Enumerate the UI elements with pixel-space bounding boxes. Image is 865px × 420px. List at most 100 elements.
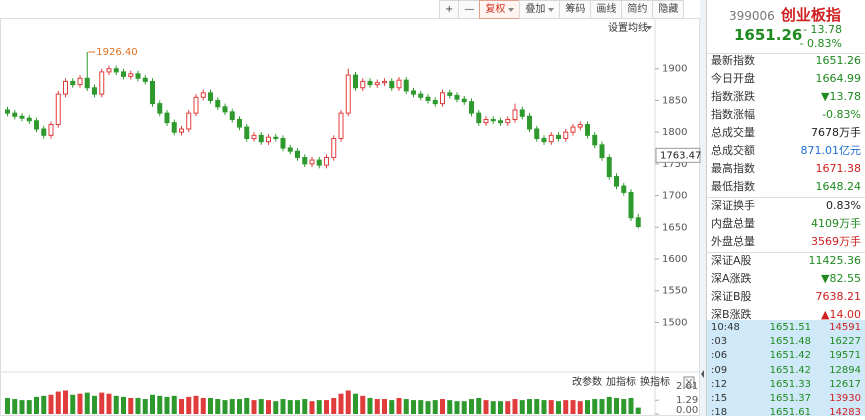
candle-body <box>157 103 163 114</box>
candle-body <box>295 150 300 159</box>
candle-body <box>374 82 380 86</box>
tick-volume: 16227 <box>829 336 861 348</box>
stat-value: 11425.36 <box>808 254 862 267</box>
stat-row: 外盘总量 3569万手 <box>711 233 861 251</box>
collapse-strip[interactable] <box>700 0 706 416</box>
stat-value: 7678万手 <box>811 126 861 139</box>
candle-body <box>244 126 250 140</box>
button-label: — <box>464 4 475 15</box>
volume-bar <box>432 400 438 414</box>
close-indicator[interactable] <box>683 376 695 388</box>
toolbar-button[interactable]: 叠加 <box>519 0 561 19</box>
stat-row: 今日开盘 1664.99 <box>711 70 861 88</box>
stat-value: 4109万手 <box>811 217 861 230</box>
candle-body <box>237 118 242 128</box>
volume-bar <box>77 393 83 414</box>
collapse-arrow[interactable] <box>701 370 704 378</box>
volume-tool[interactable]: 改参数 <box>572 375 602 388</box>
stat-label: 最新指数 <box>711 54 755 67</box>
candle-body <box>592 134 598 146</box>
volume-bar <box>527 399 532 414</box>
high-label: 1926.40 <box>96 47 137 58</box>
ma-menu[interactable]: 设置均线 <box>608 21 648 34</box>
volume-bar <box>179 399 184 414</box>
volume-tick-label: 1.29 <box>676 395 698 406</box>
volume-bar <box>628 397 634 414</box>
volume-bar <box>273 401 279 414</box>
toolbar-button[interactable]: 复权 <box>479 0 521 19</box>
candle-body <box>345 74 351 114</box>
index-code: 399006 <box>729 9 775 23</box>
tick-row: 10:48 1651.51 14591 <box>711 321 861 335</box>
volume-bar <box>338 393 344 414</box>
stat-label: 最低指数 <box>711 180 755 193</box>
candle-body <box>360 80 366 89</box>
toolbar-button[interactable]: — <box>458 0 481 19</box>
stat-label: 外盘总量 <box>711 235 755 248</box>
candle-body <box>469 101 474 114</box>
stat-row: 最新指数 1651.26 <box>711 52 861 70</box>
toolbar-button[interactable]: + <box>439 0 460 19</box>
toolbar-button[interactable]: 筹码 <box>559 0 592 19</box>
candle-body <box>606 157 612 178</box>
candle-body <box>84 77 90 89</box>
volume-tool[interactable]: 加指标 <box>606 375 636 388</box>
candle-body <box>396 79 402 89</box>
volume-bar <box>563 400 569 414</box>
volume-bar <box>135 397 141 414</box>
stat-row: 内盘总量 4109万手 <box>711 215 861 233</box>
close-icon[interactable] <box>685 378 693 386</box>
candle-body <box>548 134 554 143</box>
candle-body <box>519 109 525 117</box>
candle-body <box>229 111 235 120</box>
volume-bar <box>498 401 503 414</box>
stat-label: 指数涨跌 <box>711 90 755 103</box>
volume-bar <box>5 397 10 414</box>
candle-body <box>186 112 192 130</box>
candle-body <box>483 118 489 124</box>
tick-time: :15 <box>711 393 728 404</box>
candle-body <box>77 77 83 86</box>
volume-bar <box>411 400 416 414</box>
volume-bar <box>99 392 105 414</box>
volume-tool[interactable]: 换指标 <box>640 375 670 388</box>
volume-bar <box>505 401 511 414</box>
volume-bar <box>389 400 395 414</box>
candle-body <box>280 138 286 149</box>
candle-body <box>287 147 293 152</box>
toolbar-button[interactable]: 画线 <box>590 0 623 19</box>
volume-bar <box>556 401 561 414</box>
stat-row: 深A涨跌 ▼82.55 <box>711 270 861 288</box>
candle-body <box>316 159 322 166</box>
volume-tick-label: 0.00 <box>676 405 698 416</box>
candle-body <box>5 109 10 114</box>
volume-bar <box>606 396 612 414</box>
candle-body <box>454 94 460 100</box>
dropdown-arrow <box>508 7 515 12</box>
candle-body <box>128 73 134 77</box>
ma-menu-arrow[interactable] <box>646 26 652 30</box>
tick-price: 1651.42 <box>769 364 811 376</box>
candle-body <box>556 134 561 140</box>
candle-body <box>570 126 576 133</box>
candle-body <box>258 134 264 143</box>
candle-body <box>222 106 228 113</box>
volume-bar <box>84 392 90 414</box>
tick-volume: 19571 <box>829 350 861 362</box>
separator <box>707 252 865 253</box>
toolbar-button[interactable]: 简约 <box>621 0 654 19</box>
volume-bar <box>157 395 163 414</box>
volume-bar <box>63 390 68 414</box>
stat-value: ▲14.00 <box>821 308 861 321</box>
toolbar-button[interactable]: 隐藏 <box>652 0 685 19</box>
stat-label: 深证A股 <box>711 254 752 267</box>
tick-row: :18 1651.61 14283 <box>711 406 861 420</box>
tick-price: 1651.42 <box>769 350 811 362</box>
candle-body <box>135 73 141 79</box>
candle-body <box>324 157 329 166</box>
volume-bar <box>121 396 126 414</box>
volume-bar <box>461 401 467 414</box>
stat-value: 1648.24 <box>815 180 862 193</box>
candle-body <box>490 118 496 122</box>
candle-body <box>498 120 503 124</box>
